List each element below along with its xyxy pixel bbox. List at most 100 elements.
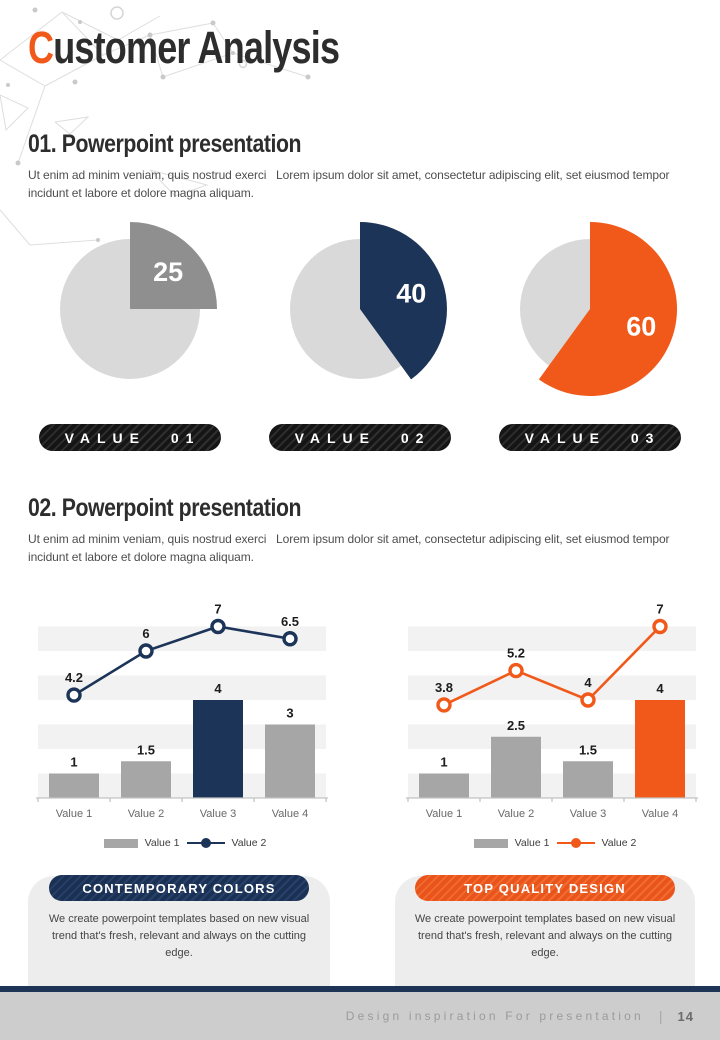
section-1-heading: 01. Powerpoint presentation (28, 130, 302, 158)
card-body-text: We create powerpoint templates based on … (414, 913, 676, 960)
combo-chart-plot: 1 1.5 4 3 4.2 6 7 6.5 Value 1 Value 2 Value 3 Value… (25, 593, 345, 836)
footer-bar: Design inspiration For presentation | 14 (0, 992, 720, 1040)
line-marker (436, 697, 452, 713)
combo-chart-svg: 1 2.5 1.5 4 3.8 5.2 4 7 Value 1 Value 2 Value 3 Val… (406, 602, 698, 820)
bar-data-label: 1 (440, 755, 447, 770)
section-1-body-text: Ut enim ad minim veniam, quis nostrud ex… (28, 168, 670, 200)
bar (635, 700, 685, 798)
pie-chart-value-01: 25 VALUE 01 (30, 212, 230, 451)
line-series (443, 625, 661, 707)
grid-band (408, 651, 696, 676)
pie-value-label: 25 (153, 257, 183, 287)
pie-chart: 40 (260, 212, 460, 403)
page-number: 14 (677, 1008, 694, 1024)
legend-bar-swatch (103, 838, 138, 848)
bar (265, 724, 315, 798)
line-series (73, 625, 291, 697)
line-data-label: 5.2 (507, 646, 525, 661)
grid-band (38, 651, 326, 676)
bar-data-label: 2.5 (507, 718, 525, 733)
section-2-heading: 02. Powerpoint presentation (28, 494, 302, 522)
value-01-badge: VALUE 01 (39, 424, 221, 451)
combo-chart-left: 1 1.5 4 3 4.2 6 7 6.5 Value 1 Value 2 Value 3 Value… (25, 593, 345, 849)
legend-bar-swatch (473, 838, 508, 848)
pie-chart-svg: 60 (520, 222, 678, 396)
chart-legend: Value 1 Value 2 (25, 837, 345, 849)
grid-band (38, 700, 326, 725)
card-title-pill: CONTEMPORARY COLORS (49, 875, 309, 901)
page-title-initial: C (28, 22, 54, 73)
grid-band (408, 675, 696, 700)
bar-data-label: 1.5 (137, 742, 155, 757)
pie-chart-value-02: 40 VALUE 02 (260, 212, 460, 451)
page-title-rest: ustomer Analysis (53, 22, 340, 73)
line-data-label: 7 (656, 602, 663, 617)
x-axis-label: Value 2 (128, 808, 165, 820)
bar-data-label: 4 (656, 681, 664, 696)
legend-label: Value 2 (601, 837, 637, 849)
page-title: Customer Analysis (28, 22, 417, 74)
top-quality-design-card: TOP QUALITY DESIGN We create powerpoint … (395, 875, 695, 986)
legend-label: Value 1 (144, 837, 180, 849)
bar (193, 700, 243, 798)
x-axis-label: Value 1 (56, 808, 93, 820)
line-marker (66, 687, 82, 703)
combo-chart-right: 1 2.5 1.5 4 3.8 5.2 4 7 Value 1 Value 2 Value 3 Val… (395, 593, 715, 849)
x-axis-label: Value 3 (200, 808, 237, 820)
legend-label: Value 1 (514, 837, 550, 849)
grid-band (38, 602, 326, 627)
bar (121, 761, 171, 798)
card-body-text: We create powerpoint templates based on … (48, 913, 310, 960)
bar (563, 761, 613, 798)
card-title-pill: TOP QUALITY DESIGN (415, 875, 675, 901)
line-marker (282, 631, 298, 647)
bar-data-label: 1.5 (579, 742, 597, 757)
line-data-label: 4.2 (65, 670, 83, 685)
footer-accent-rule (0, 986, 720, 992)
pie-chart-svg: 40 (290, 222, 447, 380)
pie-slice (130, 222, 217, 309)
pie-value-label: 40 (396, 278, 426, 308)
x-axis-label: Value 4 (642, 808, 679, 820)
bar (419, 773, 469, 798)
grid-band (408, 602, 696, 627)
line-data-label: 7 (214, 602, 221, 617)
line-marker (210, 618, 226, 635)
x-axis-label: Value 2 (498, 808, 535, 820)
contemporary-colors-card: CONTEMPORARY COLORS We create powerpoint… (28, 875, 330, 986)
chart-legend: Value 1 Value 2 (395, 837, 715, 849)
line-marker (508, 662, 524, 679)
value-02-badge: VALUE 02 (269, 424, 451, 451)
combo-chart-plot: 1 2.5 1.5 4 3.8 5.2 4 7 Value 1 Value 2 Value 3 Val… (395, 593, 715, 836)
x-axis-label: Value 3 (570, 808, 607, 820)
x-axis-label: Value 1 (426, 808, 463, 820)
pie-slice (360, 222, 447, 380)
combo-chart-svg: 1 1.5 4 3 4.2 6 7 6.5 Value 1 Value 2 Value 3 Value… (36, 602, 328, 820)
legend-line-swatch (556, 837, 595, 849)
grid-band (408, 626, 696, 651)
bar-data-label: 3 (286, 706, 293, 721)
bar (49, 773, 99, 798)
section-2-body-text: Ut enim ad minim veniam, quis nostrud ex… (28, 532, 670, 564)
line-data-label: 3.8 (435, 680, 453, 695)
legend-label: Value 2 (231, 837, 267, 849)
line-data-label: 6.5 (281, 614, 299, 629)
pie-value-label: 60 (626, 312, 656, 342)
network-decoration-graphic (0, 6, 311, 246)
line-data-label: 6 (142, 626, 149, 641)
value-03-badge: VALUE 03 (499, 424, 681, 451)
line-data-label: 4 (584, 675, 592, 690)
line-marker (580, 692, 596, 708)
x-axis-label: Value 4 (272, 808, 309, 820)
pie-chart: 60 (490, 212, 690, 403)
footer-tagline: Design inspiration For presentation (345, 1009, 644, 1023)
footer-divider: | (658, 1008, 663, 1024)
pie-chart-value-03: 60 VALUE 03 (490, 212, 690, 451)
line-marker (138, 643, 154, 659)
line-marker (652, 618, 668, 635)
pie-chart-svg: 25 (60, 222, 217, 379)
bar-data-label: 4 (214, 681, 222, 696)
bar-data-label: 1 (70, 755, 77, 770)
legend-line-swatch (186, 837, 225, 849)
